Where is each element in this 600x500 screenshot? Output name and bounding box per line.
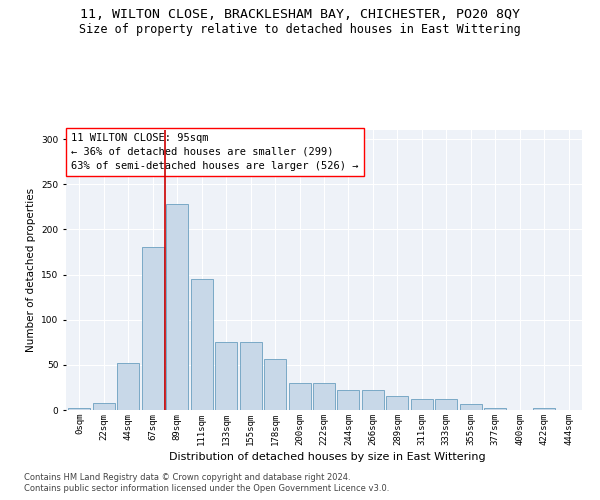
Bar: [239, 342, 262, 410]
Y-axis label: Number of detached properties: Number of detached properties: [26, 188, 35, 352]
Bar: [435, 399, 457, 410]
Bar: [533, 408, 555, 410]
Text: 11, WILTON CLOSE, BRACKLESHAM BAY, CHICHESTER, PO20 8QY: 11, WILTON CLOSE, BRACKLESHAM BAY, CHICH…: [80, 8, 520, 20]
Text: Size of property relative to detached houses in East Wittering: Size of property relative to detached ho…: [79, 22, 521, 36]
Text: Distribution of detached houses by size in East Wittering: Distribution of detached houses by size …: [169, 452, 485, 462]
Text: 11 WILTON CLOSE: 95sqm
← 36% of detached houses are smaller (299)
63% of semi-de: 11 WILTON CLOSE: 95sqm ← 36% of detached…: [71, 133, 359, 171]
Text: Contains HM Land Registry data © Crown copyright and database right 2024.: Contains HM Land Registry data © Crown c…: [24, 472, 350, 482]
Text: Contains public sector information licensed under the Open Government Licence v3: Contains public sector information licen…: [24, 484, 389, 493]
Bar: [142, 248, 164, 410]
Bar: [166, 204, 188, 410]
Bar: [68, 408, 91, 410]
Bar: [460, 404, 482, 410]
Bar: [93, 403, 115, 410]
Bar: [337, 390, 359, 410]
Bar: [264, 358, 286, 410]
Bar: [289, 383, 311, 410]
Bar: [191, 279, 213, 410]
Bar: [313, 383, 335, 410]
Bar: [215, 342, 237, 410]
Bar: [362, 390, 384, 410]
Bar: [484, 408, 506, 410]
Bar: [411, 399, 433, 410]
Bar: [118, 363, 139, 410]
Bar: [386, 396, 409, 410]
